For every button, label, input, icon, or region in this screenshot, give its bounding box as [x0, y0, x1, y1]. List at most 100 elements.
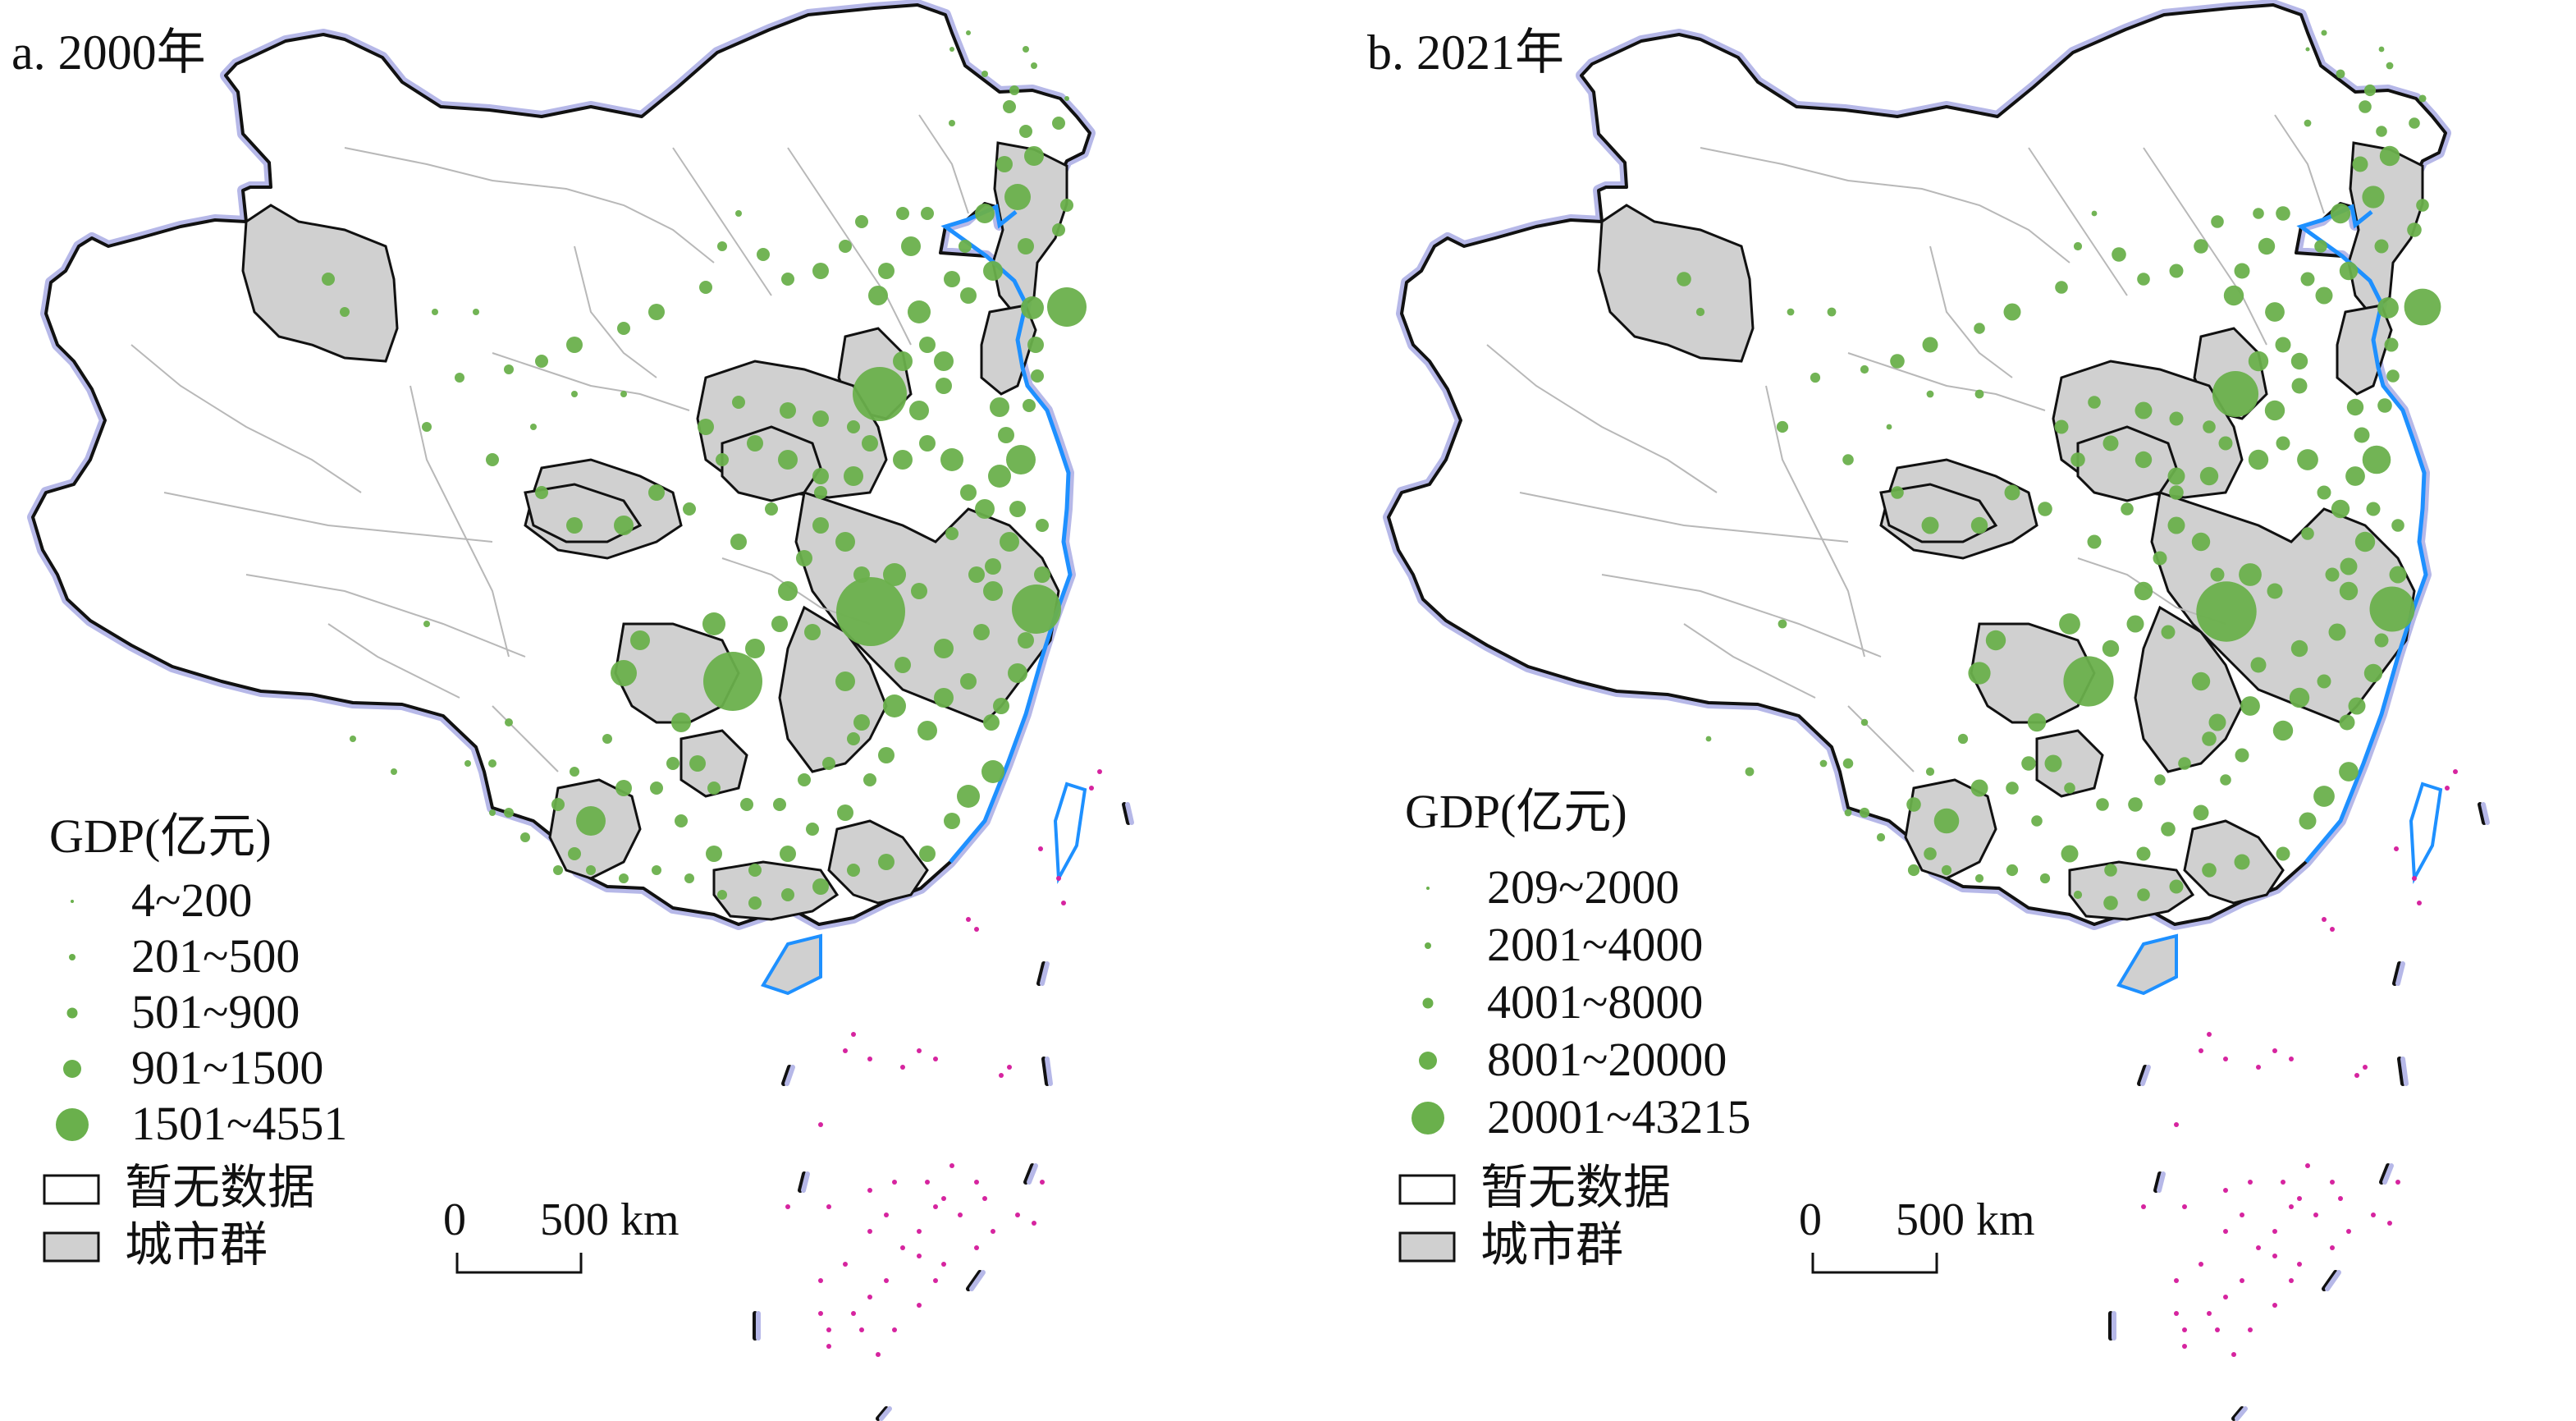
city-boundary	[410, 385, 510, 658]
island-mark	[2199, 1048, 2203, 1053]
gdp-circle	[2359, 100, 2372, 113]
island-mark	[892, 1180, 897, 1185]
urban-cluster	[778, 605, 888, 773]
gdp-circle	[684, 873, 694, 883]
gdp-circle	[839, 240, 852, 253]
gdp-circle	[847, 732, 860, 745]
gdp-circle	[822, 757, 835, 770]
gdp-circle	[983, 581, 1003, 601]
island-mark	[1061, 901, 1066, 905]
island-mark	[974, 1245, 979, 1250]
scale-line	[455, 1253, 583, 1274]
island-mark	[966, 917, 971, 922]
city-boundary	[1700, 147, 2070, 264]
gdp-circle	[796, 550, 812, 566]
island-mark	[2346, 1229, 2351, 1234]
gdp-circle	[804, 624, 821, 640]
gdp-circle	[983, 261, 1003, 281]
nine-dash-glow	[2400, 1057, 2409, 1086]
gdp-circle	[2102, 435, 2119, 452]
gdp-circle	[2063, 656, 2114, 707]
gdp-circle	[1890, 354, 1905, 369]
gdp-circle	[2291, 378, 2308, 394]
gdp-circle	[2167, 516, 2185, 534]
nine-dash-segment	[1122, 802, 1131, 825]
gdp-circle	[2362, 186, 2385, 209]
gdp-circle	[998, 427, 1014, 443]
gdp-circle	[2315, 286, 2333, 305]
nine-dash-glow	[1045, 1057, 1053, 1086]
nine-dash-segment	[798, 1171, 807, 1193]
panel-b-legend: GDP(亿元) 209~2000 2001~4000 4001~8000 800…	[1398, 788, 1832, 1281]
island-mark	[999, 1073, 1004, 1078]
gdp-circle	[934, 351, 954, 371]
gdp-circle	[2234, 263, 2250, 279]
gdp-class-1-symbol	[71, 900, 74, 903]
gdp-circle	[1860, 718, 1869, 727]
island-mark	[843, 1048, 848, 1053]
gdp-circle	[2258, 237, 2276, 255]
gdp-circle	[2169, 411, 2184, 426]
gdp-class-3-symbol	[66, 1007, 78, 1019]
legend-label: 20001~43215	[1487, 1090, 1751, 1144]
gdp-circle	[1842, 758, 1854, 769]
island-mark	[867, 1295, 872, 1300]
gdp-circle	[1925, 767, 1935, 777]
island-mark	[2272, 1048, 2277, 1053]
gdp-circle	[2191, 532, 2211, 552]
gdp-circle	[781, 888, 794, 901]
gdp-circle	[2038, 502, 2052, 516]
gdp-class-2-symbol	[1425, 942, 1431, 949]
gdp-circle	[2384, 337, 2399, 352]
gdp-circle	[806, 823, 819, 836]
island-mark	[974, 927, 979, 932]
nine-dash-segment	[966, 1270, 982, 1291]
gdp-circle	[455, 373, 464, 383]
nine-dash-glow	[1040, 961, 1050, 986]
gdp-circle	[836, 577, 905, 646]
urban-cluster	[712, 860, 840, 921]
island-mark	[1040, 1180, 1045, 1185]
urban-cluster	[2183, 819, 2285, 905]
gdp-circle	[2126, 615, 2144, 633]
gdp-circle	[602, 734, 612, 744]
gdp-circle	[2169, 264, 2184, 278]
island-mark	[2445, 786, 2450, 791]
island-mark	[974, 1180, 979, 1185]
island-mark	[2141, 1204, 2146, 1209]
gdp-circle	[981, 760, 1004, 783]
gdp-circle	[936, 378, 952, 394]
legend-label: 209~2000	[1487, 860, 1680, 914]
island-mark	[2289, 1278, 2294, 1283]
gdp-circle	[745, 639, 765, 658]
gdp-circle	[1677, 272, 1691, 286]
scale-distance: 500 km	[1896, 1194, 2035, 1245]
gdp-circle	[2340, 557, 2358, 575]
gdp-circle	[1021, 296, 1044, 319]
gdp-circle	[919, 435, 936, 452]
nine-dash-glow	[2325, 1270, 2341, 1291]
gdp-circle	[1819, 759, 1828, 768]
gdp-circle	[1047, 287, 1087, 327]
gdp-circle	[2027, 713, 2047, 732]
city-boundary	[492, 705, 559, 772]
city-boundary	[1683, 623, 1816, 699]
gdp-circle	[2275, 337, 2291, 353]
gdp-circle	[2003, 303, 2021, 321]
gdp-circle	[1031, 369, 1044, 383]
island-mark	[1038, 846, 1043, 851]
gdp-circle	[2087, 534, 2102, 549]
island-mark	[2223, 1295, 2228, 1300]
gdp-circle	[773, 798, 786, 811]
gdp-circle	[568, 847, 581, 860]
gdp-circle	[2059, 613, 2080, 635]
gdp-circle	[2391, 519, 2404, 532]
gdp-circle	[1776, 420, 1789, 433]
gdp-circle	[863, 773, 876, 786]
gdp-circle	[432, 309, 438, 315]
gdp-circle	[2339, 762, 2359, 782]
gdp-circle	[2276, 436, 2290, 451]
city-boundary	[2143, 147, 2267, 346]
gdp-circle	[944, 271, 960, 287]
gdp-class-5-symbol	[56, 1108, 89, 1141]
